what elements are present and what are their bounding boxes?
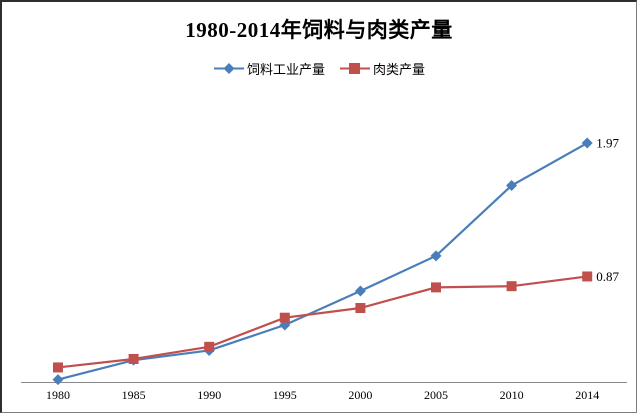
- diamond-marker-icon: [213, 63, 244, 74]
- square-marker-icon: [340, 63, 370, 74]
- data-label: 1.97: [596, 136, 619, 151]
- data-point-marker: [52, 374, 64, 386]
- data-point-marker: [506, 281, 517, 292]
- legend-label-meat: 肉类产量: [373, 62, 426, 77]
- x-tick-label: 1995: [273, 388, 297, 402]
- data-point-marker: [128, 353, 139, 364]
- legend-label-feed: 饲料工业产量: [246, 62, 325, 77]
- data-point-marker: [582, 271, 593, 282]
- data-point-marker: [355, 303, 366, 314]
- data-point-marker: [279, 312, 290, 323]
- series-line-0: [57, 142, 588, 381]
- x-tick-label: 1990: [197, 388, 221, 402]
- x-tick-label: 2010: [500, 388, 524, 402]
- data-point-marker: [506, 179, 518, 191]
- data-point-marker: [581, 137, 593, 149]
- legend-item-meat: 肉类产量: [339, 59, 425, 78]
- chart-title: 1980-2014年饲料与肉类产量: [185, 18, 453, 42]
- data-point-marker: [354, 285, 366, 297]
- x-tick-label: 2000: [348, 388, 372, 402]
- legend-diamond-feed: [223, 63, 235, 74]
- data-label: 0.87: [596, 269, 619, 284]
- data-point-marker: [430, 250, 442, 262]
- series-line-1: [57, 275, 588, 369]
- x-tick-label: 2005: [424, 388, 448, 402]
- x-tick-label: 2014: [575, 388, 599, 402]
- chart-legend: 饲料工业产量 肉类产量: [2, 59, 636, 78]
- data-point-marker: [53, 362, 63, 373]
- legend-square-meat: [349, 63, 360, 74]
- x-tick-label: 1985: [122, 388, 146, 402]
- x-tick-label: 1980: [46, 388, 70, 402]
- legend-item-feed: 饲料工业产量: [213, 59, 325, 78]
- data-point-marker: [431, 282, 441, 293]
- data-point-marker: [204, 341, 215, 352]
